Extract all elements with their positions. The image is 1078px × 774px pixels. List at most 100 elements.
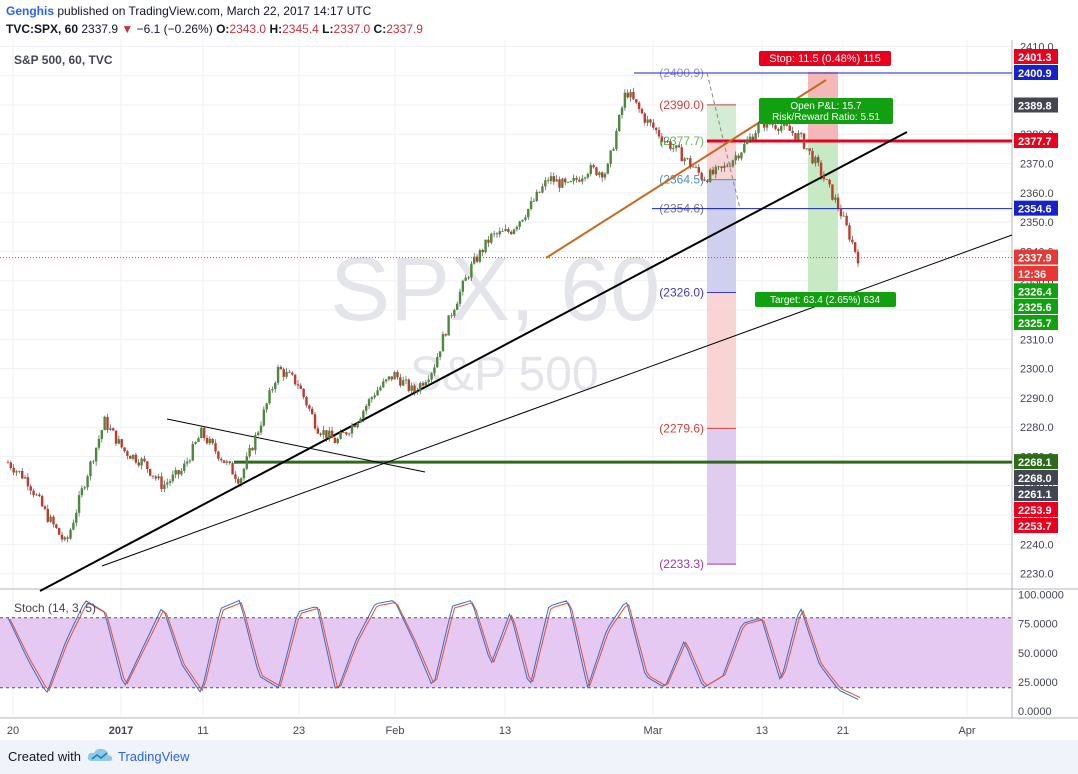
candle-body bbox=[822, 175, 826, 180]
price-mark-label: 2325.6 bbox=[1018, 302, 1052, 314]
candle-body bbox=[151, 475, 155, 477]
candle-body bbox=[848, 225, 851, 240]
candle-body bbox=[836, 197, 840, 209]
candle-body bbox=[802, 133, 806, 149]
candle-body bbox=[714, 166, 718, 175]
candle-body bbox=[518, 221, 521, 227]
candle-body bbox=[515, 226, 519, 230]
stoch-tick-label: 25.0000 bbox=[1018, 677, 1058, 689]
candle-body bbox=[251, 447, 254, 451]
candle-body bbox=[410, 385, 413, 391]
price-mark-bg bbox=[1014, 283, 1058, 299]
candle-body bbox=[640, 108, 644, 114]
candle-body bbox=[322, 430, 325, 435]
candle-body bbox=[711, 169, 715, 175]
candle-body bbox=[575, 177, 578, 180]
candle-body bbox=[12, 467, 15, 473]
candle-body bbox=[259, 425, 263, 433]
candle-body bbox=[615, 131, 618, 150]
time-axis[interactable]: 20 2017 11 23 Feb 13 Mar 13 21 Apr bbox=[7, 725, 976, 737]
chart-title: S&P 500, 60, TVC bbox=[14, 53, 113, 67]
candle-body bbox=[490, 233, 493, 243]
author-link[interactable]: Genghis bbox=[6, 4, 55, 18]
candle-body bbox=[274, 382, 277, 389]
candle-body bbox=[839, 208, 843, 217]
candle-body bbox=[157, 476, 160, 479]
indicator-label: Stoch (14, 3, 5) bbox=[14, 601, 96, 615]
candle-body bbox=[231, 463, 234, 475]
candle-body bbox=[444, 334, 447, 336]
candle-body bbox=[686, 158, 689, 159]
price-mark-bg bbox=[1014, 486, 1058, 501]
candle-body bbox=[720, 166, 723, 168]
ohlc-line: TVC:SPX, 60 2337.9 ▼ −6.1 (−0.26%) O:234… bbox=[6, 22, 423, 36]
candle-body bbox=[305, 397, 308, 406]
down-arrow-icon: ▼ bbox=[121, 22, 134, 36]
fib-levels[interactable]: (2400.9)(2390.0)(2377.7)(2364.5)(2354.6)… bbox=[0, 66, 1012, 571]
candle-body bbox=[387, 376, 391, 380]
candle-body bbox=[21, 470, 24, 479]
candle-body bbox=[626, 92, 629, 98]
candle-body bbox=[407, 379, 411, 391]
candle-body bbox=[256, 432, 260, 436]
candle-body bbox=[89, 461, 92, 477]
candle-body bbox=[492, 233, 496, 235]
candle-body bbox=[225, 461, 229, 463]
candle-body bbox=[535, 191, 538, 201]
time-tick-label: 13 bbox=[499, 725, 511, 737]
chart-area[interactable]: SPX, 60 S&P 500 (2400.9) (2390.0) (2377.7)… bbox=[0, 40, 1078, 740]
candle-body bbox=[32, 490, 35, 496]
candle-body bbox=[367, 399, 371, 406]
price-tick-label: 2230.0 bbox=[1020, 569, 1054, 581]
candle-body bbox=[561, 178, 564, 188]
candle-body bbox=[137, 462, 140, 466]
price-axis[interactable]: 2410.02390.02380.02370.02360.02350.02340… bbox=[1014, 41, 1064, 718]
candle-body bbox=[200, 427, 203, 439]
candle-body bbox=[851, 239, 854, 243]
tradingview-brand-link[interactable]: TradingView bbox=[118, 749, 190, 764]
candle-body bbox=[237, 479, 240, 484]
candle-body bbox=[140, 458, 143, 466]
candle-body bbox=[384, 379, 388, 382]
target-label: Target: 63.4 (2.65%) 634 bbox=[770, 295, 881, 306]
candle-body bbox=[319, 433, 322, 435]
candle-body bbox=[222, 460, 226, 463]
candle-body bbox=[362, 410, 365, 419]
price-mark-label: 2268.1 bbox=[1018, 457, 1052, 469]
price-mark-label: 2253.9 bbox=[1018, 505, 1052, 517]
candle-body bbox=[419, 383, 422, 392]
candle-body bbox=[302, 388, 305, 398]
candle-body bbox=[845, 215, 848, 226]
risk-reward-label: Risk/Reward Ratio: 5.51 bbox=[772, 112, 880, 123]
candle-body bbox=[478, 250, 482, 262]
candle-body bbox=[817, 157, 820, 163]
candle-body bbox=[131, 454, 135, 459]
candle-body bbox=[279, 366, 283, 370]
candle-body bbox=[234, 474, 237, 480]
candle-body bbox=[618, 114, 621, 132]
fib-level-label: (2390.0) bbox=[659, 98, 704, 112]
candle-body bbox=[123, 447, 126, 452]
candle-body bbox=[583, 177, 587, 179]
stochastic-pane[interactable] bbox=[0, 599, 1012, 700]
candle-body bbox=[629, 91, 632, 98]
candle-body bbox=[293, 374, 297, 385]
candle-body bbox=[777, 128, 780, 131]
chart-svg[interactable]: SPX, 60 S&P 500 (2400.9)(2390.0)(2377.7)… bbox=[0, 40, 1078, 740]
price-mark-bg bbox=[1014, 49, 1058, 64]
candle-body bbox=[555, 179, 558, 182]
candle-body bbox=[677, 145, 681, 148]
candle-body bbox=[336, 438, 339, 443]
candle-body bbox=[683, 158, 686, 162]
candle-body bbox=[509, 231, 513, 234]
candle-body bbox=[94, 447, 98, 462]
candle-body bbox=[529, 201, 533, 210]
footer: Created with TradingView bbox=[0, 741, 1078, 774]
candle-body bbox=[447, 315, 450, 336]
candle-body bbox=[191, 443, 194, 461]
candle-body bbox=[697, 167, 701, 173]
price-mark-bg bbox=[1014, 454, 1058, 470]
main-trendline bbox=[39, 131, 908, 592]
candle-body bbox=[635, 99, 638, 103]
candle-body bbox=[501, 231, 504, 232]
